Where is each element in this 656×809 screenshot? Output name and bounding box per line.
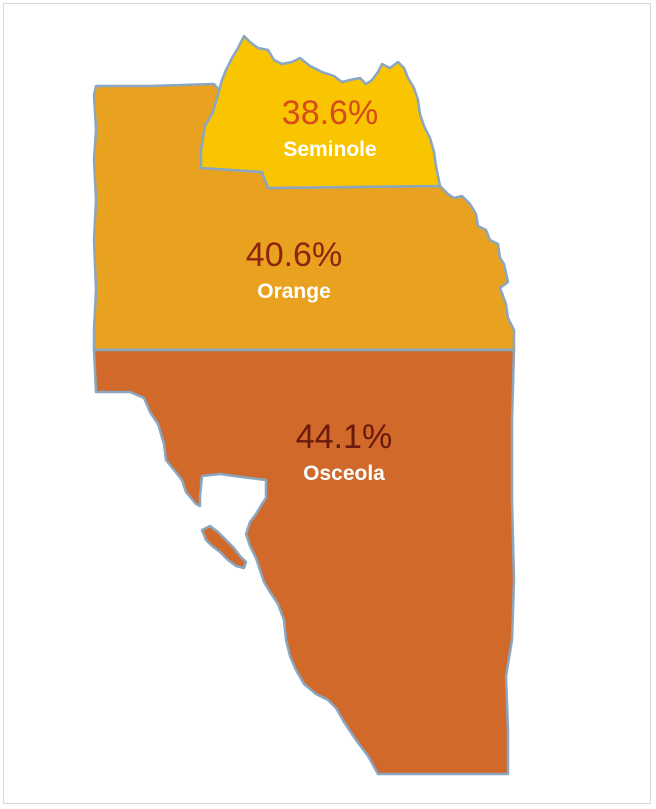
orange-percent-label: 40.6% bbox=[246, 236, 342, 274]
osceola-percent-label: 44.1% bbox=[296, 418, 392, 456]
orange-name-label: Orange bbox=[257, 280, 331, 303]
county-osceola-islet bbox=[200, 524, 248, 570]
county-seminole[interactable] bbox=[199, 34, 442, 190]
seminole-name-label: Seminole bbox=[283, 138, 376, 161]
county-osceola[interactable] bbox=[92, 348, 516, 776]
osceola-name-label: Osceola bbox=[303, 462, 385, 485]
seminole-percent-label: 38.6% bbox=[282, 94, 378, 132]
